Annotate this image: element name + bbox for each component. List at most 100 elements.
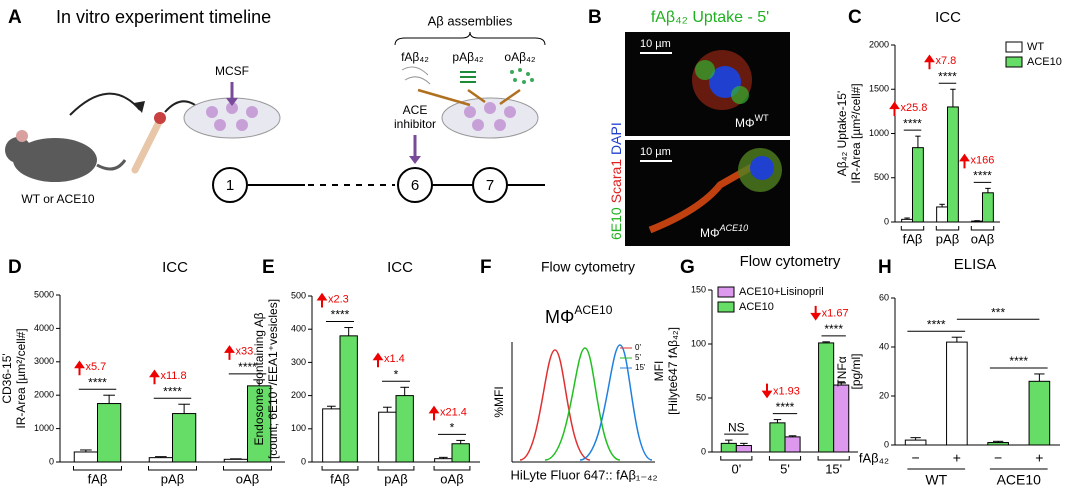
y-tick-label: 3000: [34, 356, 54, 366]
panel-letter: A: [8, 7, 22, 28]
legend-swatch: [1005, 41, 1023, 53]
x-tick-label: oAβ: [236, 471, 259, 486]
fold-change: x11.8: [161, 370, 187, 382]
cell-label-sup: ACE10: [719, 223, 749, 233]
stain: 6E10: [608, 207, 624, 240]
group-label: ACE10: [997, 472, 1042, 488]
bar: [818, 342, 835, 453]
stain: DAPI: [608, 122, 624, 155]
legend-swatch: [717, 286, 735, 298]
panel-title: In vitro experiment timeline: [56, 7, 271, 27]
step-label: 6: [411, 177, 419, 194]
bar: [73, 451, 98, 463]
assembly-label: fAβ₄₂: [401, 50, 429, 64]
significance: NS: [728, 420, 745, 434]
fold-change: x5.7: [86, 361, 107, 373]
cells: [206, 102, 258, 131]
mouse-tail: [96, 159, 127, 171]
bar: [1028, 380, 1051, 446]
y-tick-label: 500: [874, 172, 889, 182]
x-tick-label: 5': [780, 461, 790, 476]
row-label: fAβ₄₂: [859, 450, 889, 465]
chart-title: ICC: [935, 9, 961, 26]
category-bracket: [970, 226, 995, 231]
panel-letter: D: [8, 257, 22, 278]
category-bracket: [223, 466, 272, 471]
panel-letter: G: [680, 257, 695, 278]
bar: [434, 458, 453, 463]
y-tick-label: 1500: [869, 84, 889, 94]
step: [472, 167, 508, 203]
fibrils: [401, 66, 431, 85]
x-tick-label: pAβ: [161, 471, 184, 486]
category-bracket: [817, 456, 850, 461]
panel-letter: H: [878, 257, 892, 278]
x-tick-label: fAβ: [903, 231, 923, 246]
fold-change: x1.67: [822, 308, 849, 320]
x-tick-label: 0': [731, 461, 741, 476]
arrow-head: [226, 98, 238, 106]
legend-label: ACE10: [739, 301, 774, 313]
histogram: [579, 344, 653, 461]
fold-change: x21.4: [440, 406, 467, 418]
significance: ***: [991, 305, 1005, 319]
assembly-label: oAβ₄₂: [504, 50, 535, 64]
y-tick-label: 5000: [34, 289, 54, 299]
bar: [451, 443, 470, 463]
x-tick-label: pAβ: [936, 231, 959, 246]
y-tick-label: 400: [291, 324, 306, 334]
oligomers: [510, 68, 534, 84]
assembly-label: pAβ₄₂: [452, 50, 483, 64]
y-axis-label: Aβ₄₂ Uptake-15': [835, 91, 849, 176]
mouse-head: [5, 137, 31, 163]
step-label: 1: [226, 177, 234, 194]
category-bracket: [900, 226, 925, 231]
mouse-ear: [16, 130, 28, 142]
fold-change: x166: [971, 154, 995, 166]
y-tick-label: 40: [879, 341, 889, 351]
fold-arrow: [74, 360, 85, 376]
bar: [784, 436, 801, 453]
legend-label: 15': [635, 363, 646, 372]
y-tick-label: 60: [879, 292, 889, 302]
step: [397, 167, 433, 203]
cell-label: MΦ: [735, 116, 755, 130]
significance: ****: [88, 375, 107, 389]
significance: ****: [927, 317, 946, 331]
inset-label: MΦACE10: [545, 303, 613, 327]
fold-arrow: [372, 352, 384, 368]
y-axis-label: TNFα: [835, 356, 849, 386]
cell-label-sup: WT: [755, 113, 769, 123]
histogram: [544, 347, 621, 461]
arrow-head: [134, 101, 145, 113]
panel-letter: E: [262, 257, 275, 278]
bar: [936, 206, 949, 223]
y-tick-label: 500: [291, 290, 306, 300]
bar: [912, 147, 924, 223]
y-axis-label: MFI: [652, 361, 666, 382]
y-tick-label: 0: [884, 216, 889, 226]
significance: *: [450, 421, 455, 435]
bar: [378, 411, 397, 463]
y-tick-label: 150: [691, 284, 706, 294]
arrows: [417, 88, 521, 107]
bar: [982, 192, 994, 223]
legend-label: 0': [635, 343, 641, 352]
y-tick-label: 0: [884, 439, 889, 449]
legend-label: 5': [635, 353, 641, 362]
fold-arrow: [149, 369, 160, 385]
arrow: [69, 92, 141, 116]
fold-change: x25.8: [901, 102, 928, 114]
y-tick-label: 2000: [34, 390, 54, 400]
panel-title: fAβ₄₂ Uptake - 5': [651, 9, 769, 26]
legend-label: ACE10: [1027, 56, 1062, 68]
y-axis-label: [Hilyte647 fAβ₄₂]: [666, 327, 680, 415]
bar: [223, 458, 248, 463]
fold-change: x7.8: [936, 55, 957, 67]
y-tick-label: 0: [49, 456, 54, 466]
significance: ****: [824, 322, 843, 336]
y-tick-label: 2000: [869, 39, 889, 49]
cell-label: MΦ: [700, 226, 720, 240]
bar: [172, 413, 197, 463]
x-tick-label: +: [953, 450, 961, 466]
